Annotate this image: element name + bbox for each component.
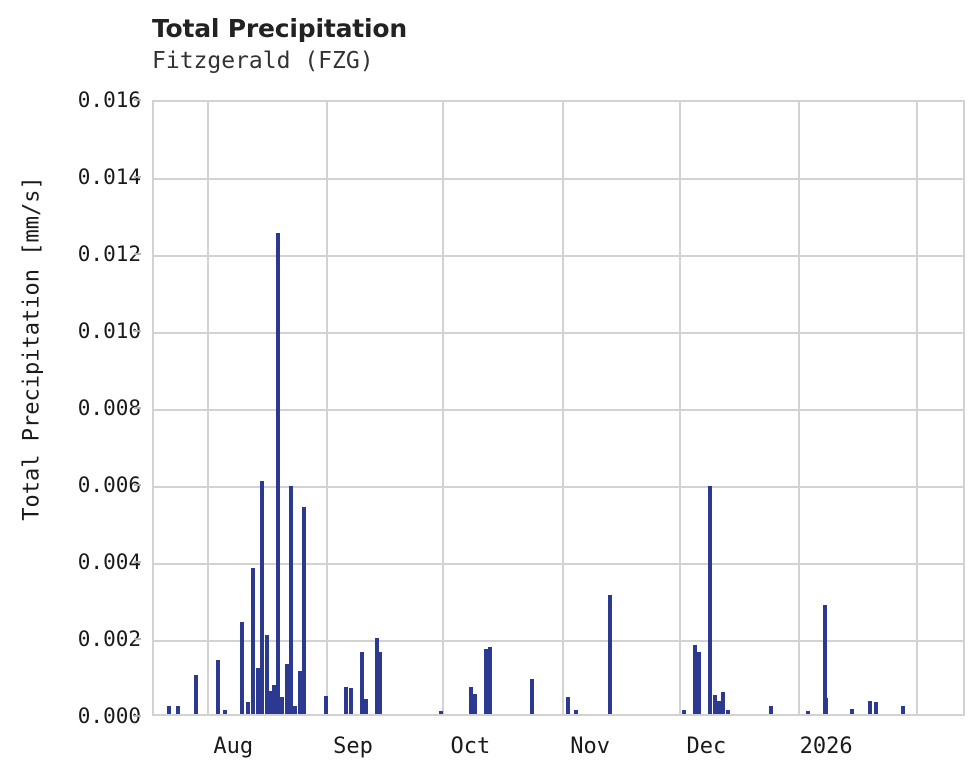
y-tick-mark [134,99,141,101]
plot-area [152,100,965,716]
bar [849,709,854,714]
y-tick-label: 0.000 [77,704,141,728]
bar [255,667,260,714]
x-tick-label: 2026 [799,734,853,759]
bar [359,652,364,714]
y-tick-mark [134,484,141,486]
y-tick-mark [134,407,141,409]
bar [681,710,686,714]
gridline-horizontal [154,640,963,642]
bar [716,700,721,714]
bar [721,691,726,714]
bar [245,701,250,714]
y-tick-label: 0.002 [77,627,141,651]
bar [251,568,256,714]
bar [167,705,172,714]
bar [260,481,265,714]
bar [279,696,284,714]
bar [293,705,298,714]
bar [487,646,492,714]
bar [194,674,199,714]
y-axis-ticks: 0.000 0.002 0.004 0.006 0.008 0.010 0.012 0.014… [0,0,141,780]
bar [375,637,379,714]
x-tick-label: Dec [686,734,727,759]
bar [565,696,570,714]
gridline-horizontal [154,563,963,565]
bar [271,685,276,714]
y-tick-mark [134,715,141,717]
gridline-vertical [916,102,919,714]
gridline-horizontal [154,255,963,257]
x-tick-label: Aug [213,734,254,759]
bar [769,706,774,714]
y-tick-label: 0.008 [77,396,141,420]
bar [364,699,369,714]
bar [324,695,329,714]
bar [439,710,444,714]
y-tick-label: 0.012 [77,242,141,266]
x-tick-label: Sep [333,734,373,759]
y-tick-label: 0.006 [77,473,141,497]
gridline-vertical [442,102,445,714]
bar [468,687,473,714]
bar [726,710,731,714]
plot-inner [154,102,963,714]
bar [239,621,244,714]
bar [377,652,382,714]
title-block: Total Precipitation Fitzgerald (FZG) [152,14,407,76]
bar [298,670,303,714]
gridline-vertical [207,102,210,714]
bar [302,507,307,714]
bar [343,687,348,714]
bar [284,663,289,714]
bar [822,605,827,714]
bar [530,679,535,714]
gridline-vertical [561,102,564,714]
page-title: Total Precipitation [152,14,407,43]
bar [868,700,873,714]
y-tick-mark [134,176,141,178]
y-tick-label: 0.014 [77,165,141,189]
bar [288,485,293,714]
bar [264,635,269,714]
gridline-horizontal [154,178,963,180]
gridline-vertical [797,102,800,714]
bar [473,693,478,714]
bar [874,702,879,714]
bar [901,706,906,714]
bar [805,710,810,714]
y-tick-label: 0.010 [77,319,141,343]
bar [697,652,702,714]
bar [693,644,698,714]
x-tick-label: Nov [570,734,610,759]
bar [215,660,220,714]
bar [349,687,354,714]
y-tick-mark [134,638,141,640]
bar [483,648,488,714]
chart-subtitle: Fitzgerald (FZG) [152,48,374,74]
gridline-vertical [325,102,328,714]
gridline-horizontal [154,332,963,334]
y-tick-label: 0.016 [77,88,141,112]
y-tick-mark [134,561,141,563]
y-tick-label: 0.004 [77,550,141,574]
x-tick-label: Oct [450,734,491,759]
y-tick-mark [134,330,141,332]
gridline-vertical [679,102,682,714]
y-tick-mark [134,253,141,255]
bar [176,705,181,714]
bar [222,710,227,714]
bar [712,694,717,714]
bar [824,697,829,714]
bar [573,710,578,714]
bar [708,485,713,714]
bar [275,232,280,714]
bar [268,690,273,714]
gridline-horizontal [154,486,963,488]
gridline-horizontal [154,409,963,411]
bar [607,594,612,714]
